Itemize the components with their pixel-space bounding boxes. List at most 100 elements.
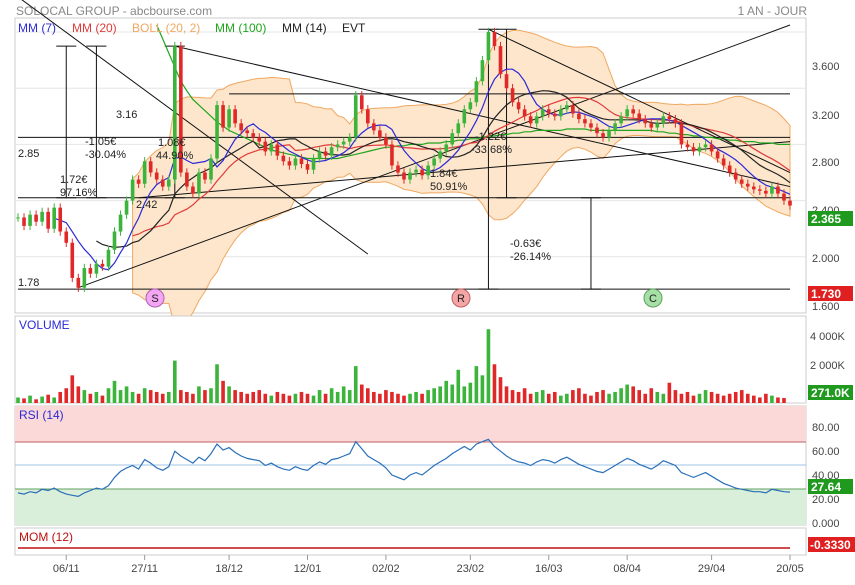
x-tick-label: 23/02: [457, 563, 485, 575]
volume-bar: [516, 391, 521, 403]
rsi-tick: 20.00: [812, 494, 840, 506]
candle: [203, 172, 207, 180]
candle: [173, 46, 177, 180]
candle: [106, 249, 111, 267]
candle: [396, 165, 400, 173]
price-tick: 2.800: [812, 157, 840, 169]
candle: [215, 105, 219, 159]
mm100-line: [156, 24, 790, 160]
volume-bar: [727, 393, 732, 403]
volume-bar: [40, 396, 44, 403]
volume-bar: [631, 386, 635, 403]
volume-bar: [480, 375, 485, 403]
event-s-label: S: [151, 293, 158, 305]
volume-bar: [58, 391, 63, 403]
volume-bar: [239, 391, 243, 403]
volume-bar: [112, 380, 117, 403]
legend: MM (7) MM (20) BOLL (20, 2) MM (100) MM …: [18, 21, 366, 35]
volume-bar: [52, 397, 56, 403]
bollinger-band: [132, 29, 791, 327]
volume-bar: [715, 393, 720, 403]
candle: [142, 161, 147, 184]
mom-panel: [14, 527, 807, 556]
volume-bar: [733, 391, 738, 403]
rsi-axis: 80.00 60.00 40.00 20.00 0.000: [812, 422, 840, 530]
volume-bar: [758, 397, 762, 403]
candle: [329, 147, 334, 156]
candle: [305, 164, 310, 170]
volume-bar: [396, 393, 400, 403]
candle: [727, 165, 732, 173]
candle: [311, 158, 316, 170]
candle: [287, 161, 292, 166]
volume-tick: 4 000K: [810, 331, 846, 343]
candle: [179, 46, 183, 173]
volume-bar: [28, 395, 32, 403]
candles: [16, 27, 792, 292]
x-tick-label: 20/05: [776, 563, 804, 575]
volume-bar: [703, 390, 708, 403]
candle: [353, 95, 358, 138]
candle: [703, 144, 708, 148]
volume-bar: [305, 393, 310, 403]
volume-bar: [329, 388, 334, 403]
volume-bar: [625, 384, 629, 403]
candle: [595, 127, 599, 134]
candle: [70, 242, 75, 278]
candle: [667, 116, 672, 120]
x-tick-label: 06/11: [53, 563, 80, 575]
volume-bar: [353, 366, 358, 403]
volume-bar: [643, 393, 648, 403]
event-s[interactable]: S: [145, 288, 165, 308]
legend-mm14: MM (14): [282, 21, 327, 35]
volume-bar: [613, 391, 617, 403]
volume-bar: [251, 391, 256, 403]
candle: [46, 211, 50, 229]
candle: [335, 144, 340, 148]
legend-mm100: MM (100): [215, 21, 266, 35]
candle: [257, 137, 262, 142]
legend-boll: BOLL (20, 2): [132, 21, 200, 35]
volume-bar: [739, 390, 744, 403]
volume-bar: [335, 391, 340, 403]
volume-bar: [281, 393, 286, 403]
candle: [516, 102, 521, 110]
candle: [245, 130, 249, 134]
volume-bar: [22, 398, 26, 403]
move-2-amount: 1.72€: [60, 174, 88, 186]
volume-bar: [275, 391, 280, 403]
candle: [492, 32, 497, 47]
volume-bar: [673, 390, 678, 403]
volume-bar: [372, 391, 376, 403]
volume-bar: [70, 375, 75, 403]
candle: [34, 214, 38, 222]
volume-bar: [408, 393, 412, 403]
volume-bar: [649, 388, 654, 403]
volume-bar: [444, 380, 449, 403]
rsi-path: [17, 438, 791, 498]
candle: [233, 109, 237, 124]
last-volume-badge: [808, 385, 853, 400]
event-c[interactable]: C: [643, 288, 663, 308]
candle: [185, 172, 189, 187]
rsi-line: [17, 438, 791, 498]
level-price-label: 1.730: [811, 287, 841, 301]
event-markers: S R C: [145, 288, 663, 308]
volume-bar: [468, 382, 473, 403]
volume-bar: [263, 393, 268, 403]
volume-bar: [498, 377, 503, 403]
price-tick: 3.600: [812, 61, 840, 73]
annotations: 3.16 2.85 2.42 1.78 -1.05€ -30.04% 1.72€…: [18, 109, 551, 289]
candle: [552, 113, 557, 117]
volume-bar: [390, 391, 394, 403]
candle: [498, 46, 503, 75]
trendline: [21, 0, 369, 255]
volume-bar: [197, 386, 201, 403]
volume-bar: [160, 393, 165, 403]
volume-bar: [148, 390, 153, 403]
candle: [347, 137, 352, 142]
volume-bar: [510, 390, 515, 403]
candle: [752, 186, 756, 190]
event-r[interactable]: R: [451, 288, 471, 308]
candle: [486, 32, 491, 61]
